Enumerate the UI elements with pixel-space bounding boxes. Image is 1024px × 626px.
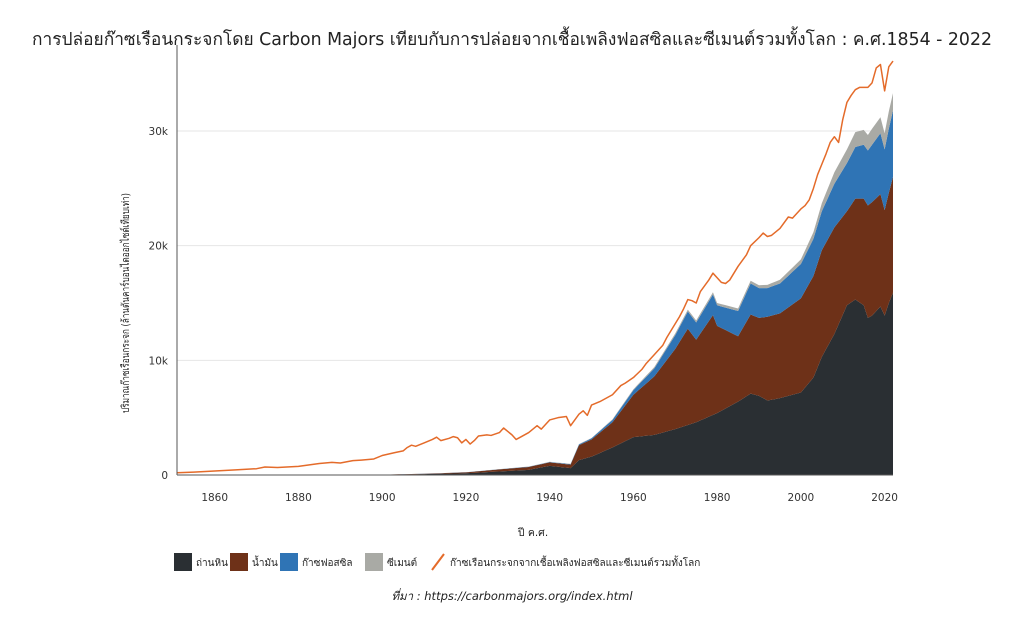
legend-swatch (365, 553, 383, 571)
legend-item: ถ่านหิน (174, 553, 228, 571)
legend-item: ก๊าซฟอสซิล (280, 553, 353, 571)
legend-item: ก๊าซเรือนกระจกจากเชื้อเพลิงฟอสซิลและซีเม… (431, 553, 700, 571)
legend-swatch (230, 553, 248, 571)
area-ก๊าซฟอสซิล (189, 110, 893, 476)
legend-label: ก๊าซฟอสซิล (302, 557, 353, 569)
y-tick-label: 0 (161, 470, 168, 482)
axes (176, 45, 893, 476)
area-น้ำมัน (189, 176, 893, 475)
legend-swatch (280, 553, 298, 571)
total-emissions-line-group (176, 60, 894, 474)
legend-swatch (174, 553, 192, 571)
legend-item: น้ำมัน (230, 553, 278, 571)
x-tick-label: 1920 (453, 492, 480, 504)
x-tick-label: 1980 (704, 492, 731, 504)
x-tick-label: 1900 (369, 492, 396, 504)
area-ซีเมนต์ (189, 93, 893, 475)
area-ถ่านหิน (189, 292, 893, 475)
y-tick-label: 10k (149, 355, 169, 367)
legend-item: ซีเมนต์ (365, 553, 417, 571)
x-axis-label: ปี ค.ศ. (517, 526, 548, 539)
legend-label: ซีเมนต์ (387, 557, 417, 569)
source-note: ที่มา : https://carbonmajors.org/index.h… (391, 588, 633, 603)
chart-title: การปล่อยก๊าซเรือนกระจกโดย Carbon Majors … (32, 26, 992, 50)
legend-label: ก๊าซเรือนกระจกจากเชื้อเพลิงฟอสซิลและซีเม… (450, 555, 700, 569)
legend-label: ถ่านหิน (196, 558, 228, 569)
x-tick-label: 1960 (620, 492, 647, 504)
stacked-areas (189, 93, 893, 476)
x-tick-label: 1880 (285, 492, 312, 504)
x-tick-label: 2000 (788, 492, 815, 504)
legend-line-marker (431, 553, 445, 571)
legend-label: น้ำมัน (252, 555, 278, 569)
legend: ถ่านหิน น้ำมัน ก๊าซฟอสซิล ซีเมนต์ ก๊าซเรือนก… (174, 553, 700, 571)
x-tick-label: 1860 (201, 492, 228, 504)
x-tick-label: 2020 (871, 492, 898, 504)
y-tick-label: 20k (149, 241, 169, 253)
x-tick-labels: 1860 1880 1900 1920 1940 1960 1980 2000 2020 (201, 492, 898, 504)
total-emissions-line (176, 60, 894, 474)
y-tick-label: 30k (149, 126, 169, 138)
x-tick-label: 1940 (536, 492, 563, 504)
y-axis-label: ปริมาณก๊าซเรือนกระจก (ล้านตันคาร์บอนไดออ… (119, 193, 132, 413)
y-tick-labels: 0 10k 20k 30k (149, 126, 169, 482)
